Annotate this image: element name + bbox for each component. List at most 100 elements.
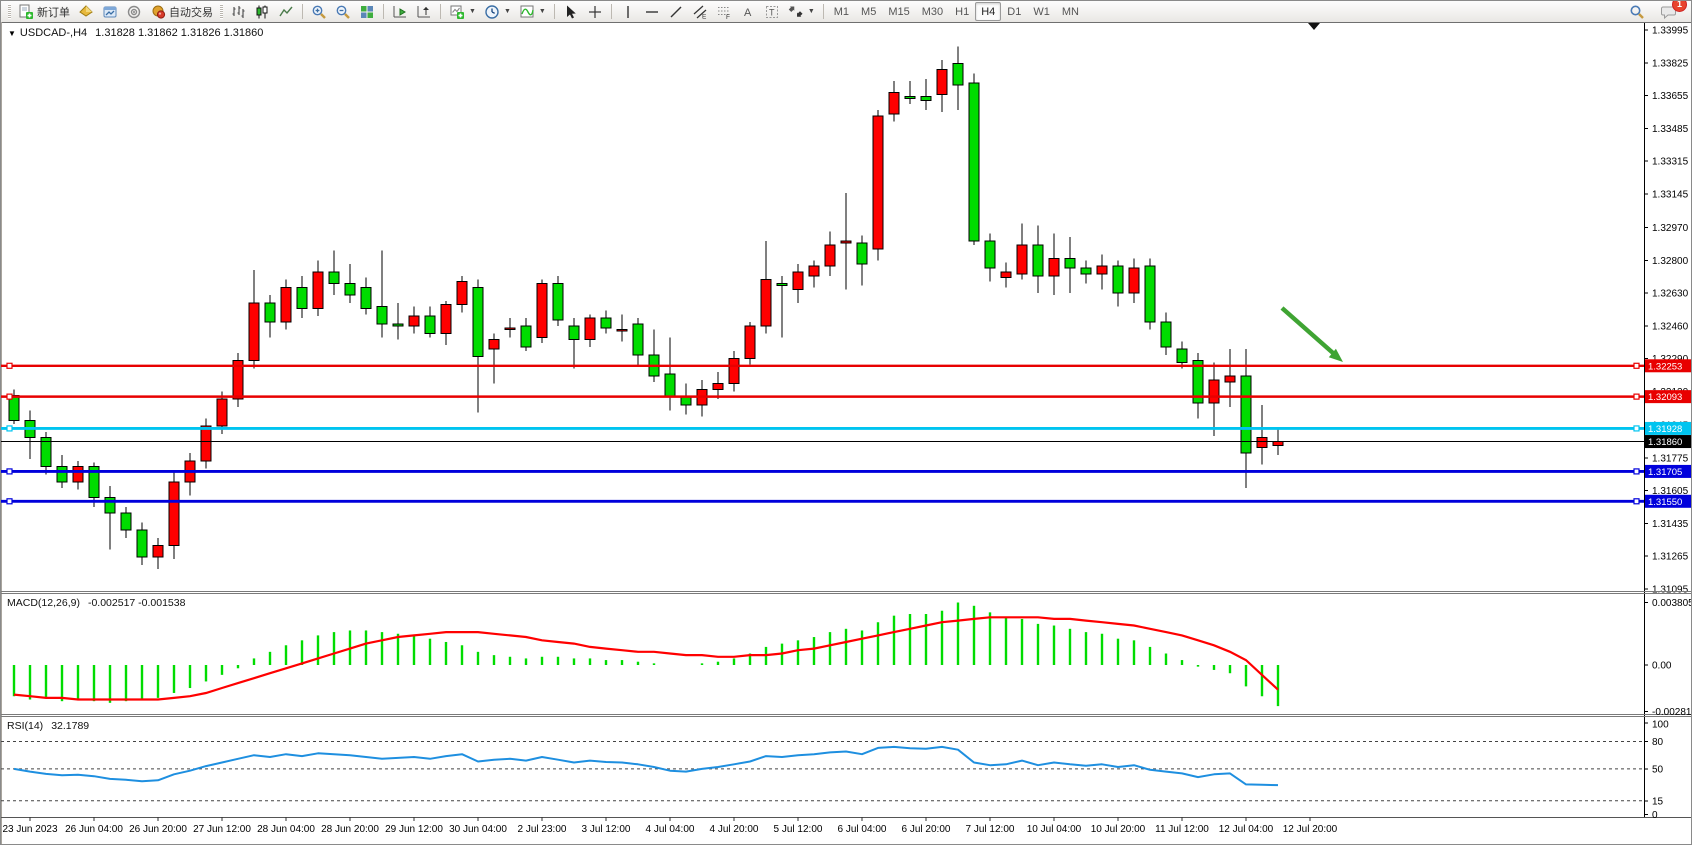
hline-anchor[interactable] bbox=[1633, 425, 1640, 432]
new-chart-button[interactable]: ▼ bbox=[445, 1, 480, 22]
panel-separators[interactable] bbox=[1, 591, 1692, 818]
candle-bullish bbox=[200, 425, 212, 462]
timeframe-W1[interactable]: W1 bbox=[1033, 5, 1050, 18]
auto-trading-button[interactable]: 自动交易 bbox=[146, 1, 217, 22]
candle-bearish bbox=[328, 271, 340, 284]
rsi-axis-label: 80 bbox=[1652, 737, 1664, 748]
hline-1.31928[interactable]: 1.31928 bbox=[1, 421, 1691, 435]
hline-price-badge bbox=[1645, 359, 1691, 373]
chart-shift-marker[interactable] bbox=[1308, 23, 1320, 30]
candle-bullish bbox=[1048, 257, 1060, 277]
bar-chart-mode-button[interactable] bbox=[226, 1, 250, 22]
candle-bearish bbox=[424, 315, 436, 335]
timeframe-M1[interactable]: M1 bbox=[833, 5, 850, 18]
horizontal-line-button[interactable] bbox=[640, 1, 664, 22]
toolbar-grip[interactable] bbox=[220, 4, 223, 19]
price-tick-label: 1.31605 bbox=[1652, 486, 1689, 497]
timeframe-M15[interactable]: M15 bbox=[888, 5, 910, 18]
history-center-button[interactable] bbox=[74, 1, 98, 22]
toolbar: 新订单 自动交易 bbox=[1, 1, 1691, 23]
time-tick-label: 6 Jul 20:00 bbox=[902, 824, 951, 835]
price-tick-label: 1.33995 bbox=[1652, 26, 1689, 37]
hline-anchor[interactable] bbox=[6, 498, 13, 505]
candle-bullish bbox=[456, 281, 468, 306]
cursor-button[interactable] bbox=[559, 1, 583, 22]
text-label-button[interactable]: T bbox=[760, 1, 784, 22]
indicators-button[interactable]: ▼ bbox=[515, 1, 550, 22]
timeframe-M30[interactable]: M30 bbox=[921, 5, 944, 18]
hline-anchor[interactable] bbox=[1633, 393, 1640, 400]
candle-bearish bbox=[1192, 360, 1204, 404]
hline-1.31705[interactable]: 1.31705 bbox=[1, 464, 1691, 478]
equidistant-channel-button[interactable]: E bbox=[688, 1, 712, 22]
hline-1.32093[interactable]: 1.32093 bbox=[1, 390, 1691, 404]
candle-bullish bbox=[1016, 244, 1028, 275]
auto-trading-icon bbox=[152, 5, 166, 19]
candlesticks[interactable] bbox=[8, 46, 1284, 569]
candle-bearish bbox=[1176, 348, 1188, 364]
timeframe-M5[interactable]: M5 bbox=[861, 5, 877, 18]
candle-bullish bbox=[248, 302, 260, 362]
toolbar-grip[interactable] bbox=[8, 4, 11, 19]
candle-bullish bbox=[168, 481, 180, 547]
candle-bearish bbox=[296, 286, 308, 310]
period-button[interactable]: ▼ bbox=[480, 1, 515, 22]
time-tick-label: 2 Jul 23:00 bbox=[518, 824, 567, 835]
time-tick-label: 11 Jul 12:00 bbox=[1155, 824, 1209, 835]
hline-1.31550[interactable]: 1.31550 bbox=[1, 494, 1691, 508]
price-tick-label: 1.32970 bbox=[1652, 223, 1689, 234]
candlestick-mode-button[interactable] bbox=[250, 1, 274, 22]
charts-window-button[interactable] bbox=[98, 1, 122, 22]
tile-windows-button[interactable] bbox=[355, 1, 379, 22]
auto-scroll-button[interactable] bbox=[388, 1, 412, 22]
hline-anchor[interactable] bbox=[6, 468, 13, 475]
text-button[interactable]: A bbox=[736, 1, 760, 22]
hline-anchor[interactable] bbox=[1633, 498, 1640, 505]
candle-bearish bbox=[472, 286, 484, 358]
svg-text:1.31928: 1.31928 bbox=[1648, 424, 1682, 435]
zoom-in-button[interactable] bbox=[307, 1, 331, 22]
arrows-button[interactable]: ▼ bbox=[784, 1, 819, 22]
rsi-panel[interactable]: 100 80 50 15 0 bbox=[1, 720, 1669, 822]
indicators-icon bbox=[520, 5, 534, 17]
candle-bullish bbox=[888, 92, 900, 115]
chart-title-dropdown-icon[interactable]: ▼ bbox=[8, 29, 16, 38]
new-order-button[interactable]: 新订单 bbox=[14, 1, 74, 22]
search-button[interactable] bbox=[1625, 1, 1649, 22]
candle-bearish bbox=[8, 394, 20, 421]
hline-anchor[interactable] bbox=[6, 362, 13, 369]
vertical-line-button[interactable] bbox=[616, 1, 640, 22]
zoom-out-button[interactable] bbox=[331, 1, 355, 22]
candle-bullish bbox=[216, 398, 228, 427]
zoom-out-icon bbox=[336, 5, 350, 19]
price-tick-label: 1.31435 bbox=[1652, 519, 1689, 530]
hline-anchor[interactable] bbox=[1633, 362, 1640, 369]
chart-canvas[interactable]: 1.33995 1.33825 1.33655 1.33485 1.33315 1.331… bbox=[1, 22, 1692, 845]
line-chart-mode-button[interactable] bbox=[274, 1, 298, 22]
hline-anchor[interactable] bbox=[6, 393, 13, 400]
hline-anchor[interactable] bbox=[1633, 468, 1640, 475]
chart-window[interactable]: 1.33995 1.33825 1.33655 1.33485 1.33315 1.331… bbox=[1, 22, 1691, 844]
svg-text:1.31550: 1.31550 bbox=[1648, 497, 1682, 508]
candle-bullish bbox=[1272, 441, 1284, 446]
chart-shift-button[interactable] bbox=[412, 1, 436, 22]
price-tick-label: 1.31095 bbox=[1652, 585, 1689, 596]
annotation-arrow[interactable] bbox=[1280, 306, 1343, 362]
trendline-button[interactable] bbox=[664, 1, 688, 22]
time-tick-label: 28 Jun 04:00 bbox=[257, 824, 315, 835]
chat-button[interactable]: 1 bbox=[1657, 1, 1687, 22]
timeframe-MN[interactable]: MN bbox=[1061, 5, 1079, 18]
price-axis[interactable]: 1.33995 1.33825 1.33655 1.33485 1.33315 1.331… bbox=[1644, 23, 1689, 817]
timeframe-D1[interactable]: D1 bbox=[1007, 5, 1022, 18]
hline-1.32253[interactable]: 1.32253 bbox=[1, 359, 1691, 373]
crosshair-button[interactable] bbox=[583, 1, 607, 22]
candle-bullish bbox=[312, 271, 324, 310]
fibonacci-button[interactable]: F bbox=[712, 1, 736, 22]
navigator-button[interactable] bbox=[122, 1, 146, 22]
macd-panel[interactable]: 0.003805 0.00 -0.002818 bbox=[12, 598, 1692, 718]
timeframe-H4[interactable]: H4 bbox=[975, 2, 1002, 21]
time-axis[interactable]: 23 Jun 2023 26 Jun 04:00 26 Jun 20:00 27 Ju… bbox=[2, 817, 1338, 835]
chart-title[interactable]: ▼ USDCAD-,H4 1.31828 1.31862 1.31826 1.318… bbox=[8, 27, 263, 39]
timeframe-H1[interactable]: H1 bbox=[955, 5, 970, 18]
hline-anchor[interactable] bbox=[6, 425, 13, 432]
